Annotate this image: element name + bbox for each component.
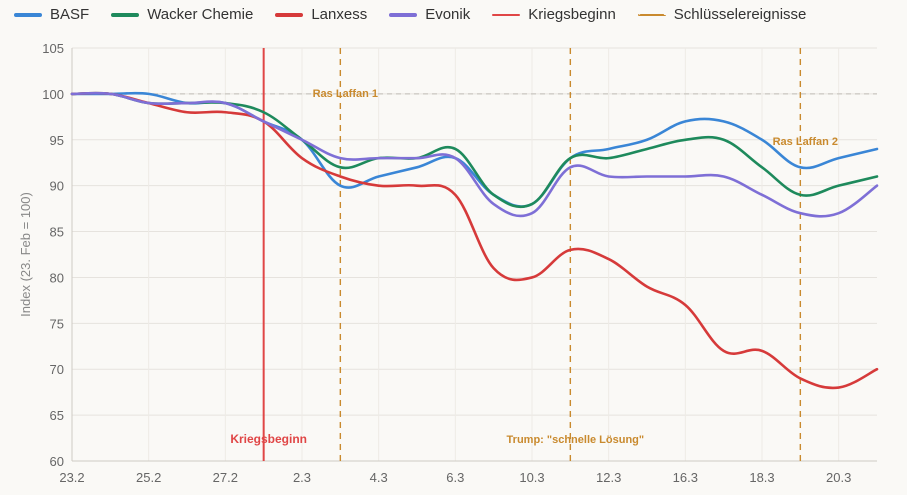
legend-item-basf[interactable]: BASF	[14, 6, 89, 23]
x-tick-label: 12.3	[596, 470, 621, 485]
x-tick-label: 4.3	[370, 470, 388, 485]
y-tick-label: 100	[42, 87, 64, 102]
y-tick-label: 90	[50, 179, 64, 194]
series-line-evonik	[70, 91, 879, 218]
series-line-wacker-chemie	[70, 91, 879, 209]
legend-label-lanxess: Lanxess	[311, 6, 368, 23]
x-tick-label: 25.2	[136, 470, 161, 485]
legend-swatch-schluesselereignisse	[637, 13, 666, 16]
x-tick-label: 20.3	[826, 470, 851, 485]
legend-swatch-kriegsbeginn	[492, 13, 521, 16]
y-tick-label: 75	[50, 316, 64, 331]
legend-label-kriegsbeginn: Kriegsbeginn	[528, 6, 616, 23]
legend-item-kriegsbeginn[interactable]: Kriegsbeginn	[492, 6, 616, 23]
legend-item-wacker[interactable]: Wacker Chemie	[111, 6, 253, 23]
legend-swatch-lanxess	[275, 12, 304, 17]
x-tick-label: 6.3	[446, 470, 464, 485]
legend-swatch-evonik	[389, 12, 418, 17]
y-tick-label: 70	[50, 362, 64, 377]
y-axis-label: Index (23. Feb = 100)	[18, 192, 33, 317]
event-label-kriegsbeginn: Kriegsbeginn	[230, 432, 307, 446]
legend-label-wacker: Wacker Chemie	[147, 6, 254, 23]
event-label-key-2: Ras Laffan 2	[773, 136, 838, 148]
y-tick-label: 95	[50, 133, 64, 148]
legend-label-evonik: Evonik	[425, 6, 471, 23]
x-tick-label: 18.3	[749, 470, 774, 485]
y-tick-label: 65	[50, 408, 64, 423]
series-line-basf	[70, 91, 879, 208]
x-tick-label: 10.3	[519, 470, 544, 485]
x-tick-label: 16.3	[673, 470, 698, 485]
y-tick-label: 105	[42, 41, 64, 56]
x-tick-label: 23.2	[59, 470, 84, 485]
legend: BASF Wacker Chemie Lanxess Evonik Kriegs…	[14, 6, 828, 23]
y-tick-label: 60	[50, 454, 64, 469]
y-tick-label: 80	[50, 270, 64, 285]
legend-label-schluesselereignisse: Schlüsselereignisse	[673, 6, 807, 23]
legend-label-basf: BASF	[50, 6, 90, 23]
legend-item-schluesselereignisse[interactable]: Schlüsselereignisse	[637, 6, 807, 23]
legend-swatch-basf	[14, 12, 42, 17]
y-tick-label: 85	[50, 225, 64, 240]
legend-item-evonik[interactable]: Evonik	[389, 6, 470, 23]
legend-swatch-wacker	[111, 12, 140, 17]
series-line-lanxess	[70, 91, 879, 390]
x-tick-label: 2.3	[293, 470, 311, 485]
event-label-key-0: Ras Laffan 1	[313, 88, 378, 100]
event-label-key-1: Trump: "schnelle Lösung"	[507, 434, 645, 446]
legend-item-lanxess[interactable]: Lanxess	[275, 6, 367, 23]
x-tick-label: 27.2	[213, 470, 238, 485]
